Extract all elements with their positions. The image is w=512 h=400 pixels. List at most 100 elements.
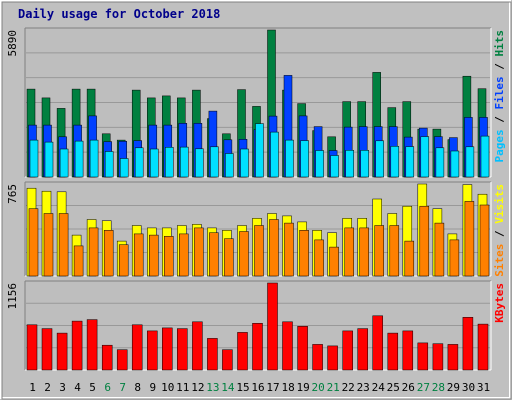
x-tick-label-day-22: 22 [342, 381, 355, 394]
bar-pages-day-9 [150, 148, 159, 178]
bar-pages-day-26 [405, 146, 415, 178]
bar-sites-day-15 [239, 231, 249, 277]
x-tick-label-day-23: 23 [357, 381, 370, 394]
bar-sites-day-31 [479, 204, 490, 277]
bar-kbytes-day-1 [26, 324, 38, 371]
bar-kbytes-day-2 [41, 328, 53, 371]
bar-kbytes-day-31 [477, 323, 489, 371]
bar-pages-day-11 [180, 146, 189, 178]
chart-title: Daily usage for October 2018 [18, 7, 220, 21]
x-tick-label-day-6: 6 [104, 381, 111, 394]
bar-sites-day-21 [329, 246, 339, 277]
bar-sites-day-8 [133, 233, 144, 277]
x-tick-label-day-12: 12 [191, 381, 204, 394]
bar-sites-day-19 [299, 230, 309, 277]
x-tick-label-day-14: 14 [221, 381, 235, 394]
bar-sites-day-16 [254, 225, 264, 277]
legend-pages: Pages [493, 129, 506, 162]
bar-kbytes-day-24 [372, 315, 383, 371]
x-tick-label-day-3: 3 [59, 381, 66, 394]
bar-sites-day-3 [58, 213, 69, 277]
bar-kbytes-day-19 [297, 326, 308, 371]
x-tick-label-day-17: 17 [266, 381, 279, 394]
x-tick-label-day-11: 11 [176, 381, 189, 394]
bar-pages-day-30 [465, 146, 475, 178]
bar-pages-day-1 [29, 139, 39, 178]
bar-sites-day-9 [149, 234, 159, 277]
bar-kbytes-day-11 [177, 328, 188, 371]
bar-pages-day-12 [195, 148, 204, 178]
bar-sites-day-11 [179, 233, 189, 277]
x-tick-label-day-18: 18 [281, 381, 294, 394]
panel-legend: Pages / Files / Hits [493, 30, 506, 163]
bar-pages-day-14 [225, 153, 234, 178]
x-tick-label-day-4: 4 [74, 381, 81, 394]
bar-kbytes-day-14 [222, 349, 233, 371]
bar-sites-day-13 [209, 232, 219, 277]
bar-kbytes-day-21 [327, 345, 338, 371]
bar-sites-day-18 [284, 222, 294, 277]
bar-pages-day-5 [89, 139, 99, 178]
bar-pages-day-22 [345, 150, 354, 178]
panel-kbytes: 1156 KBytes [6, 280, 506, 371]
bar-sites-day-14 [224, 238, 234, 277]
y-max-label: 1156 [6, 283, 19, 310]
x-tick-label-day-13: 13 [206, 381, 219, 394]
x-tick-label-day-19: 19 [296, 381, 309, 394]
x-tick-label-day-29: 29 [447, 381, 460, 394]
bar-sites-day-26 [404, 240, 415, 277]
bar-kbytes-day-29 [447, 344, 459, 371]
x-tick-label-day-10: 10 [161, 381, 174, 394]
bar-sites-day-29 [449, 239, 460, 277]
bar-kbytes-day-13 [207, 338, 218, 371]
bar-kbytes-day-3 [56, 332, 68, 371]
bar-kbytes-day-30 [462, 317, 474, 371]
bar-kbytes-day-15 [237, 332, 248, 371]
bar-pages-day-3 [59, 148, 69, 178]
chart-panels: 5890 Pages / Files / Hits 765 Sites / Visit… [6, 27, 506, 371]
bar-sites-day-12 [194, 227, 204, 277]
bar-sites-day-30 [464, 201, 475, 277]
bar-pages-day-23 [360, 150, 369, 178]
panel-pages-files-hits: 5890 Pages / Files / Hits [6, 27, 506, 178]
bar-pages-day-6 [104, 151, 114, 178]
x-tick-label-day-20: 20 [311, 381, 324, 394]
bar-sites-day-4 [73, 245, 84, 277]
bar-pages-day-29 [450, 150, 460, 178]
x-tick-label-day-16: 16 [251, 381, 264, 394]
x-tick-label-day-15: 15 [236, 381, 249, 394]
x-tick-label-day-1: 1 [29, 381, 36, 394]
x-tick-label-day-21: 21 [327, 381, 340, 394]
x-tick-label-day-9: 9 [149, 381, 156, 394]
bar-sites-day-25 [389, 225, 400, 277]
bar-kbytes-day-28 [432, 343, 444, 371]
bar-kbytes-day-23 [357, 328, 368, 371]
bar-kbytes-day-12 [192, 321, 203, 371]
x-tick-label-day-31: 31 [477, 381, 490, 394]
bar-kbytes-day-5 [86, 319, 98, 371]
panel-sites-visits: 765 Sites / Visits [6, 181, 506, 277]
legend-kbytes: KBytes [493, 283, 506, 323]
bar-sites-day-28 [434, 222, 445, 277]
bar-pages-day-4 [74, 140, 84, 178]
bar-sites-day-5 [88, 227, 99, 277]
bar-sites-day-6 [103, 230, 114, 277]
bar-pages-day-27 [420, 136, 430, 178]
x-tick-label-day-24: 24 [372, 381, 386, 394]
bar-pages-day-21 [330, 155, 339, 178]
bar-pages-day-10 [165, 147, 174, 178]
bar-sites-day-17 [269, 219, 279, 277]
panel-legend: KBytes [493, 283, 506, 323]
bar-kbytes-day-4 [71, 320, 83, 371]
bar-pages-day-18 [285, 139, 294, 178]
x-tick-label-day-27: 27 [417, 381, 430, 394]
legend-sites: Sites [493, 244, 506, 277]
legend-separator: / [493, 110, 506, 130]
x-tick-label-day-25: 25 [387, 381, 400, 394]
x-tick-label-day-7: 7 [119, 381, 126, 394]
bar-kbytes-day-6 [101, 344, 113, 371]
legend-visits: Visits [493, 184, 506, 224]
bar-sites-day-22 [344, 227, 354, 277]
bar-pages-day-25 [390, 146, 400, 178]
x-axis-labels: 1 2 3 4 5 6 7 8 9 10 11 12 13 14 15 16 17 18 19 20 21 22 23 24 2… [29, 381, 490, 394]
